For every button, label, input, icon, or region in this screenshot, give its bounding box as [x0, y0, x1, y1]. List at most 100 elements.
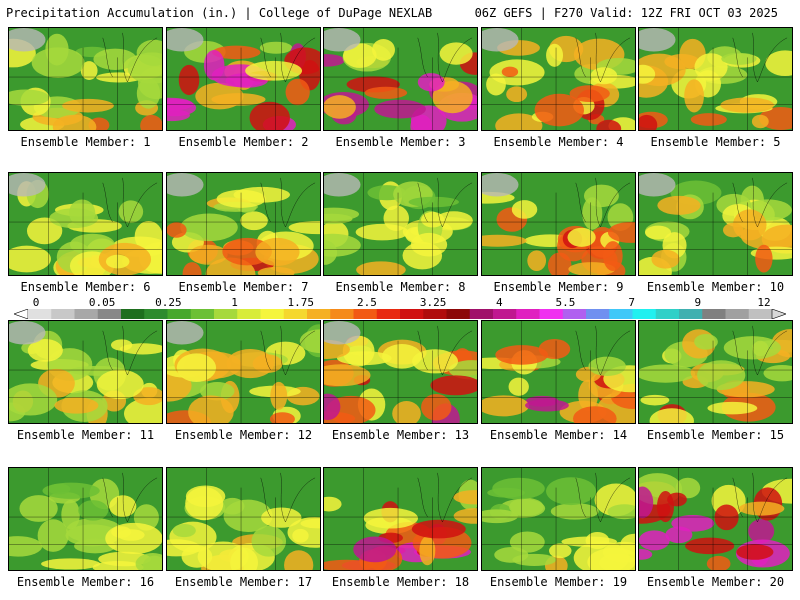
colorbar-swatch: [28, 309, 52, 319]
ensemble-member-label: Ensemble Member: 16: [16, 575, 155, 589]
colorbar-swatch: [493, 309, 517, 319]
precip-map: [8, 467, 163, 571]
colorbar-tick-label: 0.05: [88, 296, 116, 309]
colorbar-swatch: [353, 309, 378, 319]
ensemble-member-label: Ensemble Member: 7: [178, 280, 309, 294]
precip-map: [323, 27, 478, 131]
ensemble-panel: Ensemble Member: 7: [166, 172, 321, 294]
precip-map: [481, 27, 636, 131]
ensemble-panel: Ensemble Member: 2: [166, 27, 321, 149]
colorbar-max-arrow: [771, 309, 786, 319]
ensemble-member-label: Ensemble Member: 6: [20, 280, 151, 294]
precip-map: [323, 172, 478, 276]
precip-map: [166, 27, 321, 131]
colorbar-swatch: [446, 309, 471, 319]
colorbar-scale: [14, 309, 786, 319]
colorbar-swatch: [330, 309, 354, 319]
ensemble-member-label: Ensemble Member: 8: [335, 280, 466, 294]
colorbar-swatch: [74, 309, 99, 319]
ensemble-panel: Ensemble Member: 15: [638, 320, 793, 442]
colorbar-swatch: [586, 309, 610, 319]
colorbar-swatch: [283, 309, 308, 319]
colorbar-swatch: [307, 309, 331, 319]
precip-map: [323, 467, 478, 571]
ensemble-member-label: Ensemble Member: 2: [178, 135, 309, 149]
colorbar-min-arrow: [14, 309, 29, 319]
colorbar-tick-label: 0.25: [155, 296, 182, 309]
colorbar-tick-label: 7: [628, 296, 635, 309]
precip-map: [638, 27, 793, 131]
colorbar-swatch: [423, 309, 447, 319]
precip-map: [8, 27, 163, 131]
colorbar-swatch: [97, 309, 122, 319]
ensemble-member-label: Ensemble Member: 9: [493, 280, 624, 294]
colorbar-swatch: [539, 309, 564, 319]
ensemble-panel: Ensemble Member: 13: [323, 320, 478, 442]
precip-map: [166, 320, 321, 424]
ensemble-panel: Ensemble Member: 16: [8, 467, 163, 589]
ensemble-panel: Ensemble Member: 12: [166, 320, 321, 442]
precip-map: [8, 320, 163, 424]
colorbar-swatch: [469, 309, 494, 319]
ensemble-panel: Ensemble Member: 10: [638, 172, 793, 294]
ensemble-panel: Ensemble Member: 8: [323, 172, 478, 294]
chart-title: Precipitation Accumulation (in.) | Colle…: [6, 6, 433, 20]
ensemble-member-label: Ensemble Member: 4: [493, 135, 624, 149]
ensemble-member-label: Ensemble Member: 5: [650, 135, 781, 149]
colorbar-tick-label: 2.5: [356, 296, 377, 309]
ensemble-panel: Ensemble Member: 5: [638, 27, 793, 149]
colorbar-swatch: [167, 309, 192, 319]
ensemble-panel: Ensemble Member: 11: [8, 320, 163, 442]
colorbar-swatch: [516, 309, 540, 319]
colorbar-swatch: [632, 309, 657, 319]
colorbar-swatch: [400, 309, 424, 319]
ensemble-member-label: Ensemble Member: 20: [646, 575, 785, 589]
ensemble-member-label: Ensemble Member: 17: [174, 575, 313, 589]
ensemble-panel: Ensemble Member: 20: [638, 467, 793, 589]
precip-map: [481, 172, 636, 276]
precip-map: [166, 467, 321, 571]
ensemble-panel: Ensemble Member: 4: [481, 27, 636, 149]
ensemble-member-label: Ensemble Member: 3: [335, 135, 466, 149]
ensemble-member-label: Ensemble Member: 10: [646, 280, 785, 294]
ensemble-member-label: Ensemble Member: 18: [331, 575, 470, 589]
colorbar-swatch: [725, 309, 750, 319]
precip-map: [481, 467, 636, 571]
colorbar-swatch: [121, 309, 145, 319]
precip-map: [638, 467, 793, 571]
ensemble-panel: Ensemble Member: 19: [481, 467, 636, 589]
ensemble-member-label: Ensemble Member: 15: [646, 428, 785, 442]
colorbar-swatch: [679, 309, 703, 319]
colorbar-tick-label: 0: [32, 296, 40, 309]
precip-map: [638, 172, 793, 276]
precip-map: [166, 172, 321, 276]
colorbar-swatch: [237, 309, 261, 319]
model-run-info: 06Z GEFS | F270 Valid: 12Z FRI OCT 03 20…: [474, 6, 778, 20]
precip-map: [638, 320, 793, 424]
colorbar-tick-label: 4: [495, 296, 503, 309]
colorbar-swatch: [655, 309, 680, 319]
colorbar-swatch: [748, 309, 773, 319]
colorbar-swatch: [376, 309, 401, 319]
ensemble-panel: Ensemble Member: 14: [481, 320, 636, 442]
colorbar-tick-label: 1.75: [287, 296, 314, 309]
ensemble-member-label: Ensemble Member: 11: [16, 428, 155, 442]
colorbar-swatch: [144, 309, 168, 319]
ensemble-member-label: Ensemble Member: 19: [489, 575, 628, 589]
colorbar-swatch: [562, 309, 587, 319]
colorbar-tick-label: 3.25: [419, 296, 447, 309]
ensemble-panel: Ensemble Member: 1: [8, 27, 163, 149]
colorbar-swatch: [260, 309, 285, 319]
colorbar-tick-label: 1: [231, 296, 238, 309]
colorbar-swatch: [190, 309, 215, 319]
colorbar-tick-label: 9: [694, 296, 702, 309]
ensemble-panel: Ensemble Member: 3: [323, 27, 478, 149]
colorbar-swatch: [702, 309, 726, 319]
precip-map: [481, 320, 636, 424]
ensemble-member-label: Ensemble Member: 14: [489, 428, 628, 442]
ensemble-panel: Ensemble Member: 18: [323, 467, 478, 589]
colorbar-tick-label: 5.5: [555, 296, 576, 309]
precip-colorbar: 0 0.05 0.25 1 1.75 2.5 3.25 4 5.5 7 9 12: [14, 296, 786, 320]
ensemble-member-label: Ensemble Member: 1: [20, 135, 151, 149]
ensemble-panel: Ensemble Member: 6: [8, 172, 163, 294]
